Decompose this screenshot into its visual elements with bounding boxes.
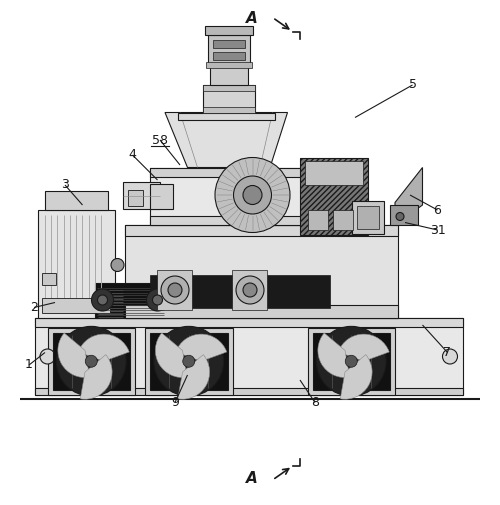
Circle shape [40, 349, 55, 364]
Bar [150, 168, 355, 177]
Bar [150, 168, 355, 225]
Bar [122, 182, 160, 209]
Bar [332, 210, 352, 230]
Bar [35, 387, 462, 395]
Wedge shape [80, 355, 112, 399]
Bar [308, 328, 395, 395]
Circle shape [345, 355, 357, 367]
Text: 31: 31 [430, 224, 446, 236]
Bar [352, 201, 384, 233]
Bar [206, 63, 252, 68]
Bar [128, 189, 142, 206]
Bar [202, 107, 255, 113]
Bar [95, 282, 165, 318]
Text: A: A [246, 471, 258, 486]
Circle shape [146, 289, 169, 311]
Bar [210, 63, 248, 85]
Wedge shape [156, 333, 187, 378]
Bar [202, 85, 255, 113]
Bar [150, 184, 172, 209]
Bar [125, 305, 398, 318]
Bar [35, 318, 462, 395]
Bar [212, 40, 245, 47]
Bar [48, 328, 135, 395]
Text: 1: 1 [25, 359, 33, 372]
Bar [125, 225, 398, 236]
Circle shape [234, 176, 272, 214]
Text: 8: 8 [311, 396, 319, 409]
Bar [390, 205, 417, 225]
Bar [52, 332, 130, 390]
Wedge shape [340, 355, 372, 399]
Bar [42, 273, 56, 285]
Bar [150, 216, 355, 225]
Bar [232, 270, 268, 310]
Wedge shape [176, 334, 226, 361]
Wedge shape [78, 334, 129, 361]
Bar [158, 270, 192, 310]
Circle shape [236, 276, 264, 304]
Text: 6: 6 [434, 204, 442, 217]
Text: A: A [246, 11, 258, 26]
Text: 2: 2 [30, 301, 38, 314]
Bar [312, 332, 390, 390]
Circle shape [56, 326, 126, 396]
Circle shape [442, 349, 458, 364]
Bar [300, 158, 368, 235]
Bar [178, 113, 275, 120]
Bar [212, 53, 245, 60]
Wedge shape [58, 333, 90, 378]
Bar [202, 85, 255, 91]
Circle shape [168, 283, 182, 297]
Bar [38, 210, 115, 318]
Circle shape [152, 295, 162, 305]
Circle shape [316, 326, 386, 396]
Circle shape [92, 289, 114, 311]
Text: 5: 5 [408, 78, 416, 91]
Bar [308, 210, 328, 230]
Polygon shape [395, 168, 422, 225]
Wedge shape [338, 334, 389, 361]
Bar [125, 225, 398, 318]
Circle shape [243, 185, 262, 205]
Circle shape [183, 355, 195, 367]
Bar [205, 26, 252, 35]
Bar [45, 191, 108, 210]
Bar [305, 161, 362, 185]
Circle shape [396, 213, 404, 221]
Circle shape [215, 158, 290, 232]
Text: 9: 9 [171, 396, 179, 409]
Wedge shape [318, 333, 350, 378]
Text: 7: 7 [444, 346, 452, 359]
Bar [356, 206, 379, 228]
Text: 3: 3 [61, 178, 69, 191]
Text: 4: 4 [128, 148, 136, 162]
Polygon shape [165, 113, 288, 168]
Circle shape [161, 276, 189, 304]
Circle shape [154, 326, 224, 396]
Bar [42, 297, 110, 313]
Circle shape [98, 295, 108, 305]
Circle shape [85, 355, 97, 367]
Circle shape [243, 283, 257, 297]
Bar [150, 275, 330, 308]
Wedge shape [178, 355, 210, 399]
Text: 58: 58 [152, 133, 168, 146]
Circle shape [111, 259, 124, 272]
Bar [208, 35, 250, 65]
Bar [145, 328, 233, 395]
Bar [35, 318, 462, 327]
Bar [150, 332, 228, 390]
